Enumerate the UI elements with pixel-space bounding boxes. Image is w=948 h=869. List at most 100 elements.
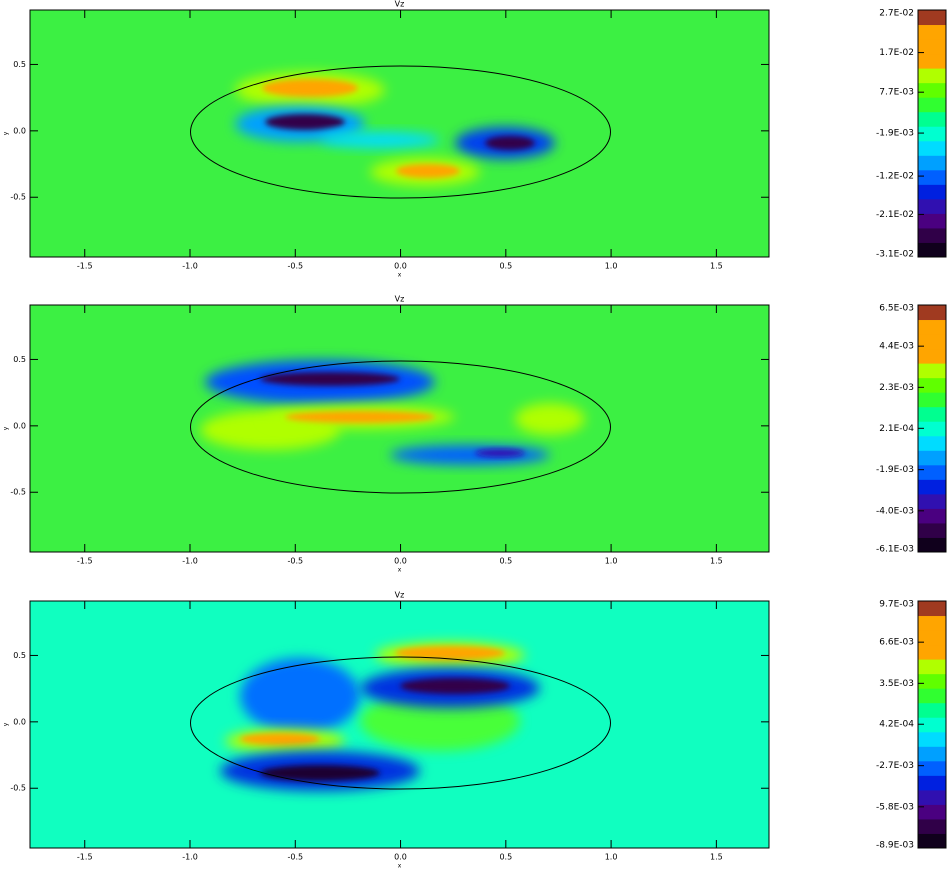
y-axis-label: y [3,722,10,726]
y-tick-label: 0.5 [13,60,26,69]
x-tick-label: 0.5 [499,557,512,566]
colorbar-band [918,731,946,747]
colorbar-tick-label: -1.9E-03 [876,465,914,475]
chart-title: Vz [395,295,405,304]
colorbar-band [918,775,946,791]
boundary [190,360,611,494]
colorbar-band [918,644,946,660]
x-tick-label: 0.0 [394,853,407,862]
colorbar-tick-label: -8.9E-03 [876,841,914,851]
colorbar-tick-label: 6.6E-03 [879,638,914,648]
x-tick-label: 1.5 [710,853,723,862]
colorbar-band [918,702,946,718]
colorbar-tick-label: -5.8E-03 [876,802,914,812]
colorbar-band [918,717,946,733]
x-tick-label: -1.0 [182,557,198,566]
x-tick-label: 1.0 [605,853,618,862]
colorbar-tick-label: 6.5E-03 [879,304,914,314]
colorbar-band [918,450,946,466]
colorbar-band [918,435,946,451]
colorbar-tick-label: -4.0E-03 [876,506,914,516]
colorbar-band [918,169,946,185]
chart-title: Vz [395,0,405,9]
plot-background [30,305,769,552]
x-axis-label: x [398,863,402,869]
x-tick-label: 0.5 [499,853,512,862]
colorbar-band [918,493,946,509]
colorbar-band [918,392,946,408]
colorbar-tick-label: -2.7E-03 [876,761,914,771]
colorbar-tick-label: -1.2E-02 [876,172,914,182]
colorbar-tick-label: 4.2E-04 [879,720,914,730]
panel: -1.5 -1.0 -0.5 0.0 0.5 1.0 1.5 -0.5 0.0 0.5 Vz x y -8… [3,591,947,869]
x-tick-label: 0.0 [394,262,407,271]
colorbar-band [918,377,946,393]
y-axis-label: y [3,426,10,430]
x-tick-label: 1.5 [710,557,723,566]
plot-frame [29,9,770,258]
colorbar-band [918,746,946,762]
colorbar-band [918,10,946,26]
x-tick-label: 1.0 [605,262,618,271]
colorbar-band [918,537,946,553]
colorbar-band [918,126,946,142]
colorbar-band [918,242,946,258]
colorbar-tick-label: -3.1E-02 [876,250,914,260]
plot-frame [29,600,770,849]
x-tick-label: 1.0 [605,557,618,566]
x-tick-label: 1.5 [710,262,723,271]
colorbar-band [918,464,946,480]
colorbar-band [918,673,946,689]
colorbar-tick-label: 2.3E-03 [879,383,914,393]
x-axis-label: x [398,272,402,279]
colorbar-band [918,406,946,422]
y-axis-label: y [3,131,10,135]
x-tick-label: -1.0 [182,853,198,862]
colorbar-band [918,818,946,834]
colorbar-tick-label: 3.5E-03 [879,679,914,689]
colorbar-band [918,97,946,113]
colorbar-band [918,833,946,849]
colorbar-band [918,319,946,335]
colorbar-tick-label: -1.9E-03 [876,129,914,139]
x-tick-label: -0.5 [287,557,303,566]
colorbar-band [918,53,946,69]
y-tick-label: 0.5 [13,651,26,660]
boundary [190,65,611,199]
colorbar-band [918,804,946,820]
x-tick-label: -1.5 [77,853,93,862]
colorbar-band [918,688,946,704]
colorbar-band [918,198,946,214]
colorbar-band [918,421,946,437]
colorbar-tick-label: 7.7E-03 [879,88,914,98]
x-tick-label: -1.0 [182,262,198,271]
colorbar-band [918,184,946,200]
colorbar-band [918,789,946,805]
x-tick-label: -1.5 [77,557,93,566]
colorbar-tick-label: -2.1E-02 [876,210,914,220]
panel: -1.5 -1.0 -0.5 0.0 0.5 1.0 1.5 -0.5 0.0 0.5 Vz x y -6… [3,295,947,574]
colorbar-tick-label: 1.7E-02 [879,48,914,58]
colorbar-band [918,363,946,379]
chart-title: Vz [395,591,405,600]
colorbar-tick-label: -6.1E-03 [876,545,914,555]
y-tick-label: -0.5 [10,488,26,497]
colorbar-tick-label: 9.7E-03 [879,600,914,610]
boundary [190,656,611,790]
colorbar-band [918,334,946,350]
colorbar-tick-label: 2.7E-02 [879,9,914,19]
colorbar-band [918,68,946,84]
colorbar-band [918,213,946,229]
contour-field [235,72,555,186]
y-tick-label: 0.0 [13,717,26,726]
colorbar-band [918,601,946,617]
colorbar-band [918,227,946,243]
colorbar-tick-label: 4.4E-03 [879,342,914,352]
colorbar-band [918,111,946,127]
colorbar-band [918,630,946,646]
colorbar-band [918,305,946,321]
x-tick-label: -0.5 [287,262,303,271]
y-tick-label: -0.5 [10,193,26,202]
y-tick-label: -0.5 [10,784,26,793]
x-axis-label: x [398,567,402,574]
